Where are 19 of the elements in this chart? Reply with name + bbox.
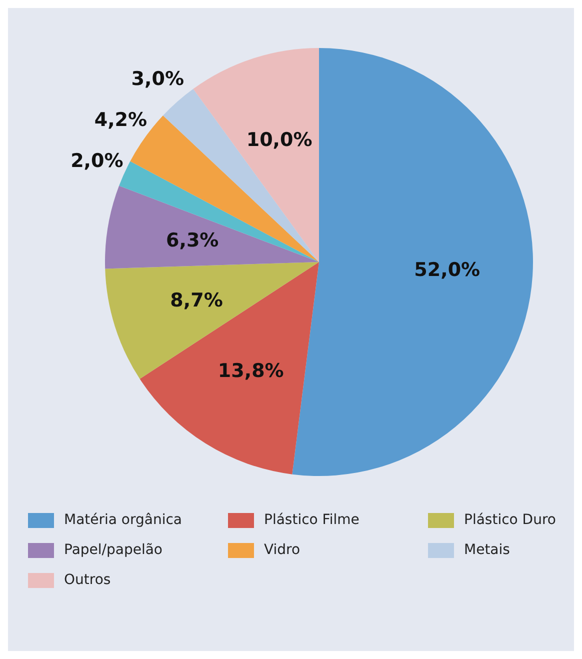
data-label: 2,0%	[70, 150, 124, 172]
data-label: 52,0%	[414, 259, 480, 282]
data-label: 3,0%	[131, 68, 184, 90]
legend-label: Matéria orgânica	[64, 512, 182, 528]
pie-slice	[105, 186, 319, 269]
data-label: 8,7%	[170, 290, 223, 312]
data-label: 4,2%	[94, 108, 148, 131]
legend-label: Papel/papelão	[64, 542, 162, 558]
legend-label: Plástico Duro	[464, 512, 556, 528]
legend-label: Vidro	[264, 542, 300, 558]
legend-label: Metais	[464, 542, 510, 558]
legend-label: Outros	[64, 572, 111, 588]
data-label: 13,8%	[218, 360, 284, 382]
data-label: 6,3%	[166, 230, 219, 252]
legend-label: Plástico Filme	[264, 512, 360, 528]
pie-slice	[105, 262, 319, 379]
pie-slice	[163, 88, 319, 262]
pie-slice	[140, 262, 319, 474]
data-label: 10,0%	[246, 128, 312, 151]
